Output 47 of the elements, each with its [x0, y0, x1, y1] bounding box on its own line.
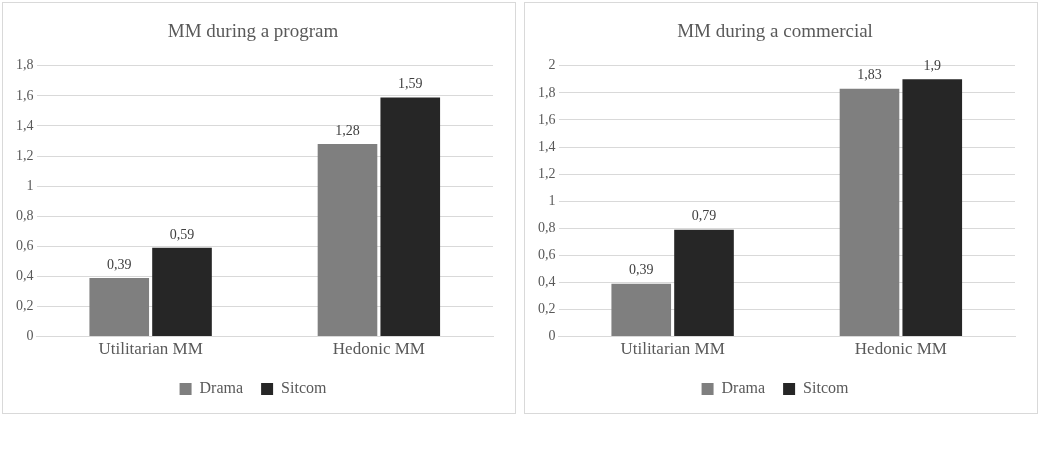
bar: [317, 144, 378, 337]
legend-label: Sitcom: [803, 379, 849, 397]
y-tick-label: 0: [26, 328, 34, 344]
y-tick-label: 1,4: [16, 117, 34, 133]
bar: [380, 97, 441, 337]
y-tick-label: 0,4: [16, 268, 34, 284]
y-tick-label: 1: [548, 192, 556, 208]
legend-label: Sitcom: [281, 379, 327, 397]
data-label: 1,83: [857, 67, 882, 83]
x-tick-label: Utilitarian MM: [98, 339, 203, 359]
bar: [902, 79, 963, 337]
chart-title: MM during a commercial: [677, 20, 873, 42]
data-label: 0,79: [691, 208, 717, 224]
x-tick-label: Hedonic MM: [854, 339, 947, 359]
y-tick-label: 0,8: [16, 207, 34, 223]
y-tick-label: 1,6: [538, 111, 556, 127]
data-label: 1,28: [335, 122, 360, 138]
legend-label: Drama: [199, 379, 244, 397]
y-tick-label: 1,2: [16, 147, 34, 163]
y-tick-label: 1,4: [538, 138, 556, 154]
bar: [674, 229, 734, 337]
y-tick-label: 1,8: [538, 84, 556, 100]
chart-title: MM during a program: [167, 20, 339, 42]
y-tick-label: 1,2: [538, 165, 556, 181]
data-label: 0,59: [169, 226, 195, 242]
x-tick-label: Utilitarian MM: [620, 339, 725, 359]
data-label: 0,39: [628, 262, 654, 278]
y-tick-label: 2: [548, 57, 556, 73]
data-label: 1,59: [398, 76, 423, 92]
y-tick-label: 0,6: [16, 238, 34, 254]
y-tick-label: 0,4: [538, 274, 556, 290]
bar: [152, 247, 212, 337]
y-tick-label: 1: [26, 177, 34, 193]
bar: [611, 283, 672, 337]
y-tick-label: 1,8: [16, 57, 34, 73]
data-label: 1,9: [923, 58, 942, 74]
y-tick-label: 0,2: [16, 298, 34, 314]
y-tick-label: 0: [548, 328, 556, 344]
x-tick-label: Hedonic MM: [332, 339, 425, 359]
y-tick-label: 0,2: [538, 301, 556, 317]
y-tick-label: 0,8: [538, 219, 556, 235]
y-tick-label: 1,6: [16, 87, 34, 103]
bar: [839, 88, 900, 337]
legend-label: Drama: [721, 379, 766, 397]
y-tick-label: 0,6: [538, 247, 556, 263]
data-label: 0,39: [106, 256, 132, 272]
bar: [89, 277, 150, 337]
